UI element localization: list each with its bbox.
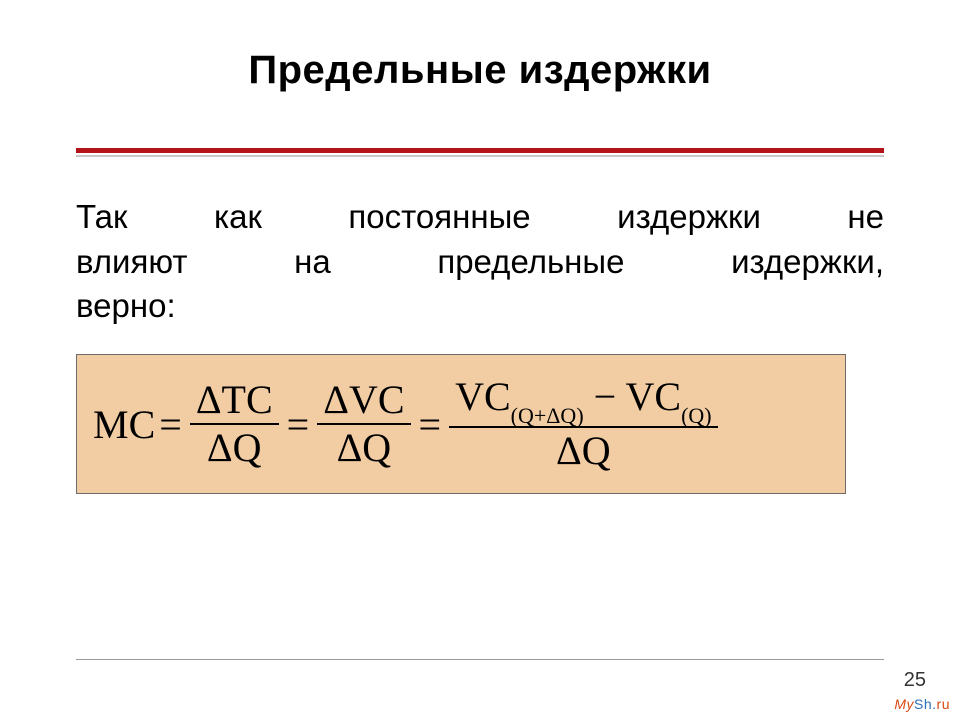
- equals-sign: =: [285, 401, 312, 448]
- fraction-2: ΔVC ΔQ: [311, 377, 416, 471]
- equals-sign: =: [157, 401, 184, 448]
- formula-box: MC = ΔTC ΔQ = ΔVC ΔQ = VC(Q+ΔQ) − VC(Q): [76, 354, 846, 494]
- body-line-2: влияют на предельные издержки,: [76, 240, 884, 285]
- formula-lhs: MC: [91, 401, 157, 448]
- fraction-3-vc2: VC: [625, 374, 681, 419]
- watermark-ru: ru: [937, 696, 950, 712]
- fraction-3-den: ΔQ: [550, 428, 617, 474]
- body-line-1: Так как постоянные издержки не: [76, 195, 884, 240]
- fraction-1-den: ΔQ: [201, 425, 268, 471]
- formula-equation: MC = ΔTC ΔQ = ΔVC ΔQ = VC(Q+ΔQ) − VC(Q): [91, 374, 724, 473]
- watermark-y: y: [907, 696, 915, 712]
- watermark-m: M: [894, 696, 906, 712]
- slide-title: Предельные издержки: [0, 48, 960, 93]
- fraction-3-num: VC(Q+ΔQ) − VC(Q): [449, 374, 718, 425]
- page-number: 25: [904, 669, 926, 692]
- slide: Предельные издержки Так как постоянные и…: [0, 0, 960, 720]
- divider-red-line: [76, 148, 884, 153]
- fraction-3-sub1: (Q+ΔQ): [511, 403, 584, 428]
- body-text: Так как постоянные издержки не влияют на…: [76, 195, 884, 329]
- watermark-sh: Sh: [914, 696, 932, 712]
- fraction-3-vc1: VC: [455, 374, 511, 419]
- fraction-2-den: ΔQ: [331, 425, 398, 471]
- title-divider: [76, 148, 884, 162]
- fraction-3-sub2: (Q): [681, 403, 712, 428]
- fraction-1: ΔTC ΔQ: [184, 377, 285, 471]
- minus-sign: −: [594, 374, 617, 419]
- equals-sign: =: [417, 401, 444, 448]
- footer-divider: [76, 659, 884, 660]
- fraction-1-num: ΔTC: [190, 377, 279, 423]
- watermark: MySh.ru: [894, 696, 950, 712]
- body-line-3: верно:: [76, 284, 884, 329]
- fraction-2-num: ΔVC: [317, 377, 410, 423]
- divider-grey-line: [76, 155, 884, 157]
- fraction-3: VC(Q+ΔQ) − VC(Q) ΔQ: [443, 374, 724, 473]
